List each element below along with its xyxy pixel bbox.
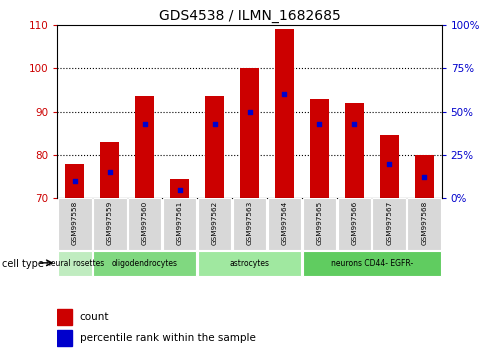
Text: neural rosettes: neural rosettes	[46, 259, 104, 268]
Bar	[198, 251, 301, 276]
Text: GSM997568: GSM997568	[421, 201, 427, 245]
Text: GSM997559: GSM997559	[107, 201, 113, 245]
Bar	[135, 96, 154, 198]
Bar	[65, 164, 84, 198]
Bar	[58, 198, 92, 250]
Point	[280, 91, 288, 97]
Text: GSM997564: GSM997564	[281, 201, 287, 245]
Text: GSM997565: GSM997565	[316, 201, 322, 245]
Bar	[337, 198, 371, 250]
Bar	[198, 198, 232, 250]
Bar	[407, 198, 441, 250]
Point	[420, 175, 428, 180]
Text: GSM997560: GSM997560	[142, 201, 148, 245]
Bar	[233, 198, 266, 250]
Text: cell type: cell type	[2, 259, 44, 269]
Text: percentile rank within the sample: percentile rank within the sample	[80, 333, 255, 343]
Point	[211, 121, 219, 126]
Bar	[163, 198, 197, 250]
Text: GSM997562: GSM997562	[212, 201, 218, 245]
Point	[71, 178, 79, 184]
Bar	[93, 251, 197, 276]
Bar	[128, 198, 162, 250]
Text: count: count	[80, 312, 109, 322]
Bar	[170, 179, 189, 198]
Text: GSM997563: GSM997563	[247, 201, 252, 245]
Bar	[302, 251, 441, 276]
Bar	[380, 135, 399, 198]
Bar	[372, 198, 406, 250]
Text: GSM997561: GSM997561	[177, 201, 183, 245]
Point	[385, 161, 393, 166]
Text: astrocytes: astrocytes	[230, 259, 269, 268]
Bar	[240, 68, 259, 198]
Bar	[93, 198, 127, 250]
Text: neurons CD44- EGFR-: neurons CD44- EGFR-	[331, 259, 413, 268]
Bar	[57, 309, 72, 325]
Text: GDS4538 / ILMN_1682685: GDS4538 / ILMN_1682685	[159, 9, 340, 23]
Text: GSM997566: GSM997566	[351, 201, 357, 245]
Point	[141, 121, 149, 126]
Bar	[302, 198, 336, 250]
Point	[315, 121, 323, 126]
Text: GSM997558: GSM997558	[72, 201, 78, 245]
Bar	[415, 155, 434, 198]
Bar	[310, 98, 329, 198]
Point	[350, 121, 358, 126]
Bar	[58, 251, 92, 276]
Bar	[275, 29, 294, 198]
Point	[106, 169, 114, 175]
Point	[246, 109, 253, 114]
Text: GSM997567: GSM997567	[386, 201, 392, 245]
Bar	[205, 96, 224, 198]
Point	[176, 187, 184, 192]
Text: oligodendrocytes: oligodendrocytes	[112, 259, 178, 268]
Bar	[345, 103, 364, 198]
Bar	[100, 142, 119, 198]
Bar	[57, 330, 72, 346]
Bar	[267, 198, 301, 250]
